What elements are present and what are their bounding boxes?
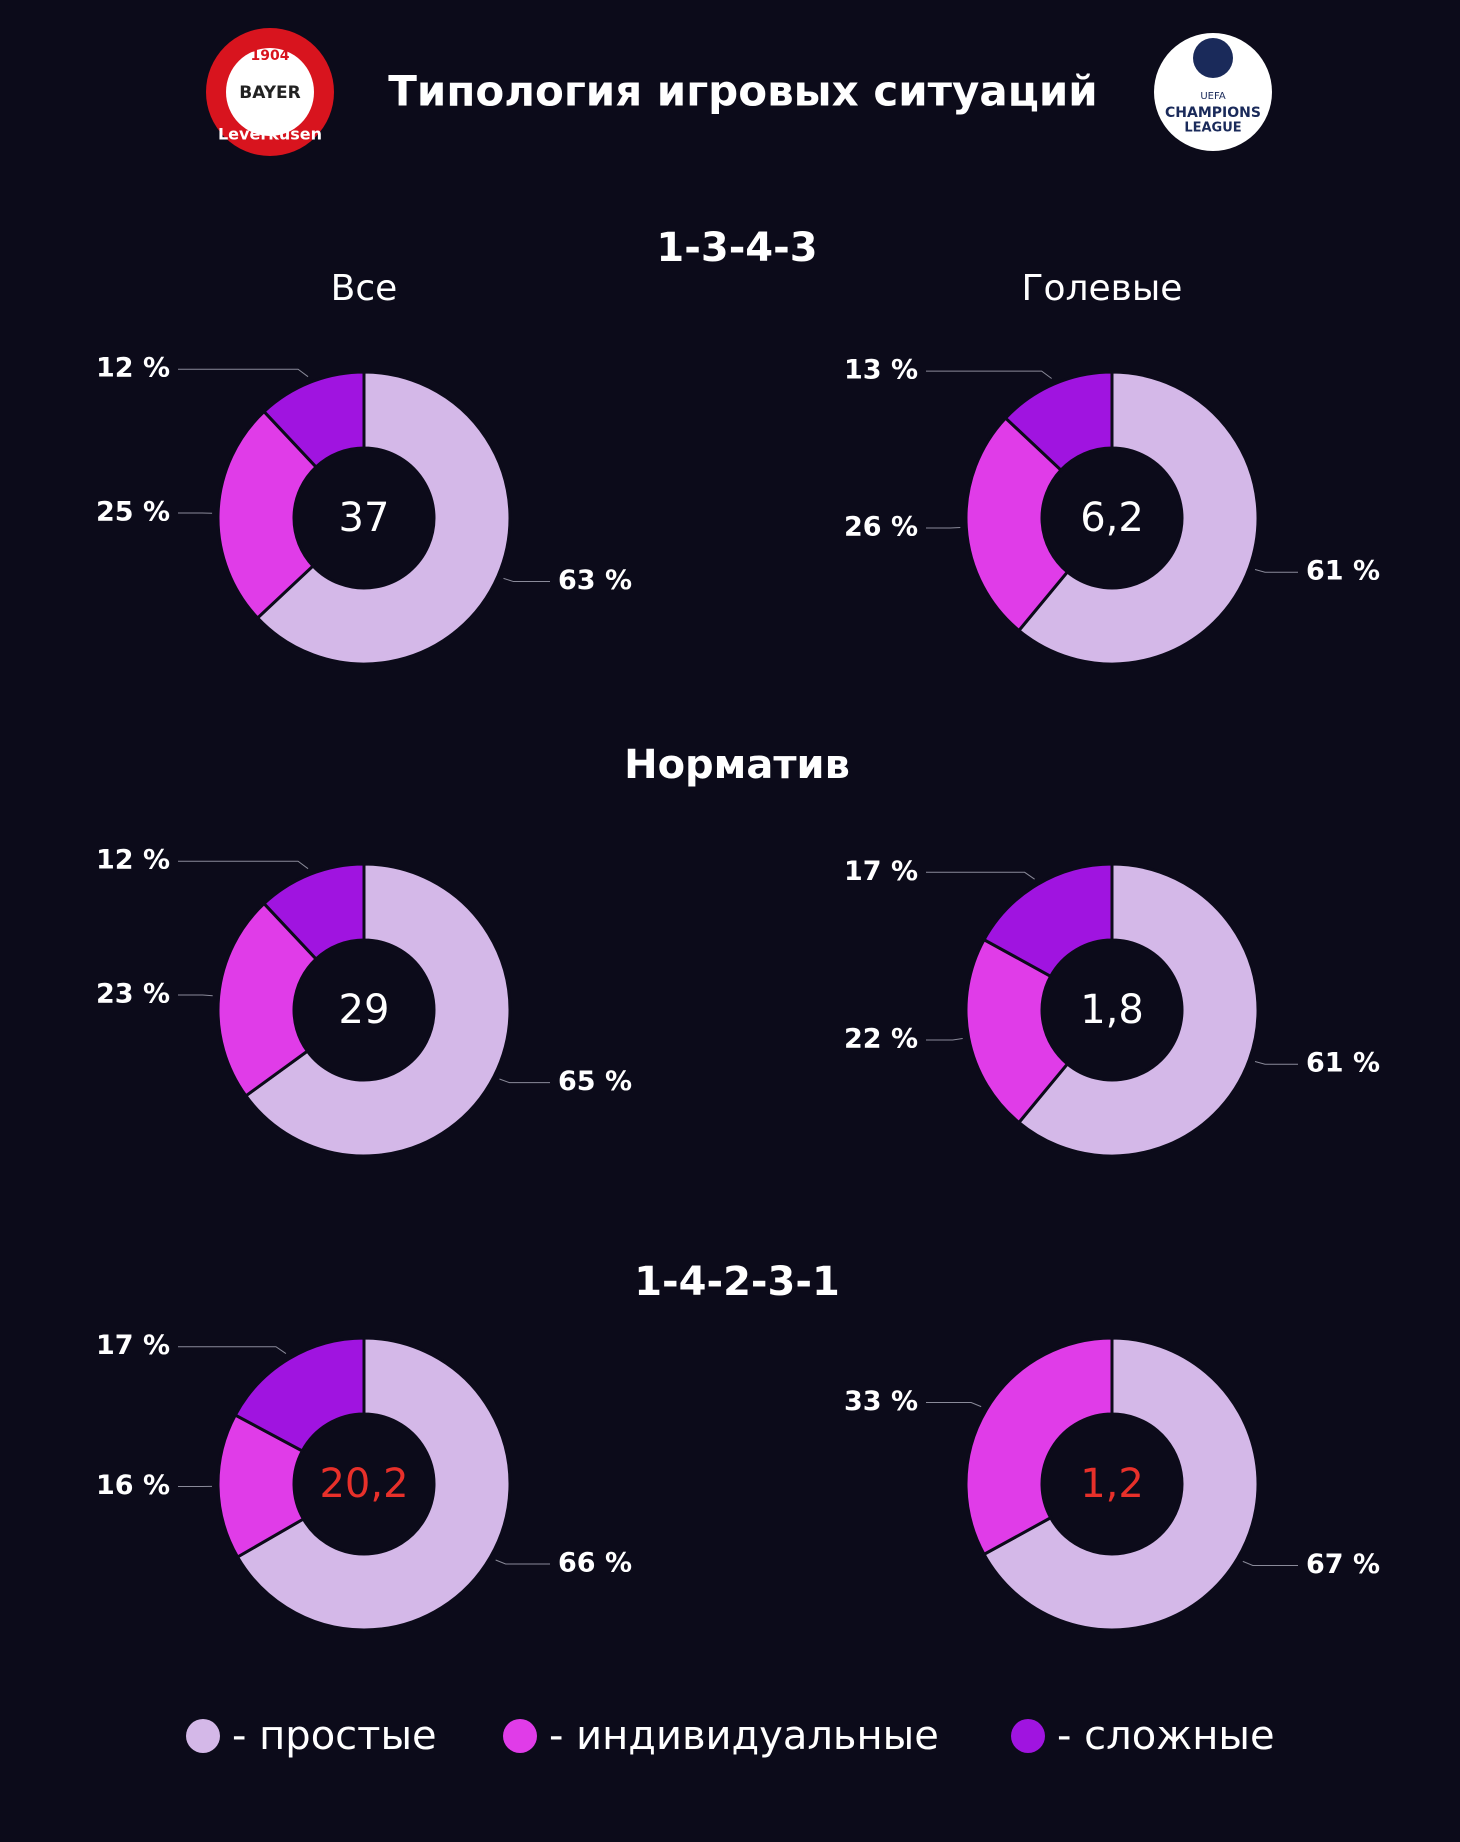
value-label: 61 % bbox=[1306, 1048, 1380, 1079]
donut-slice bbox=[261, 862, 366, 962]
value-label: 12 % bbox=[96, 353, 170, 384]
value-label: 33 % bbox=[844, 1386, 918, 1417]
leader-line bbox=[503, 577, 550, 583]
value-label: 23 % bbox=[96, 978, 170, 1009]
leader-line bbox=[178, 994, 213, 997]
legend-swatch bbox=[186, 1719, 220, 1753]
donut-slice bbox=[964, 1336, 1114, 1557]
leader-line bbox=[926, 370, 1052, 379]
value-label: 12 % bbox=[96, 845, 170, 876]
leader-line bbox=[926, 1037, 963, 1041]
leader-line bbox=[178, 860, 309, 870]
donut-slice bbox=[1003, 370, 1114, 473]
donut-slice bbox=[982, 862, 1114, 979]
logo-core bbox=[1154, 33, 1272, 151]
section-heading: 1-4-2-3-1 bbox=[634, 1259, 840, 1305]
center-label: 29 bbox=[339, 987, 390, 1033]
logo-core bbox=[226, 48, 314, 136]
donut-slice bbox=[1016, 370, 1260, 666]
leader-line bbox=[1254, 1061, 1298, 1065]
section-heading: Норматив bbox=[624, 742, 850, 788]
column-heading: Все bbox=[331, 268, 398, 309]
donut-slice bbox=[243, 862, 512, 1158]
logo-text: 1904 bbox=[251, 48, 290, 64]
center-label: 1,8 bbox=[1080, 987, 1144, 1033]
logo-text: LEAGUE bbox=[1184, 121, 1241, 136]
value-label: 65 % bbox=[558, 1066, 632, 1097]
center-label: 20,2 bbox=[319, 1461, 408, 1507]
leader-line bbox=[178, 368, 309, 378]
logo-text: UEFA bbox=[1200, 91, 1225, 102]
column-heading: Голевые bbox=[1022, 268, 1183, 309]
bayer-logo: 1904 BAYER Leverkusen bbox=[206, 28, 334, 156]
value-label: 17 % bbox=[844, 856, 918, 887]
logo-text: CHAMPIONS bbox=[1165, 105, 1261, 121]
legend-label: - сложные bbox=[1057, 1713, 1275, 1759]
logo-text: BAYER bbox=[239, 83, 301, 103]
value-label: 25 % bbox=[96, 496, 170, 527]
donut-slice bbox=[216, 409, 319, 621]
leader-line bbox=[926, 527, 961, 529]
donut-slice bbox=[964, 415, 1070, 633]
value-label: 26 % bbox=[844, 512, 918, 543]
leader-line bbox=[926, 1402, 982, 1408]
legend-swatch bbox=[1011, 1719, 1045, 1753]
title: Типология игровых ситуаций bbox=[388, 67, 1097, 116]
value-label: 61 % bbox=[1306, 556, 1380, 587]
value-label: 16 % bbox=[96, 1470, 170, 1501]
leader-line bbox=[178, 1346, 287, 1354]
donut-slice bbox=[261, 370, 366, 470]
leader-line bbox=[1242, 1560, 1298, 1566]
value-label: 66 % bbox=[558, 1548, 632, 1579]
logo-ball bbox=[1193, 38, 1233, 78]
leader-line bbox=[1254, 569, 1298, 573]
leader-line bbox=[926, 871, 1035, 880]
leader-line bbox=[495, 1559, 550, 1565]
donut-slice bbox=[982, 1336, 1260, 1632]
donut-slice bbox=[1016, 862, 1260, 1158]
value-label: 17 % bbox=[96, 1330, 170, 1361]
center-label: 37 bbox=[339, 495, 390, 541]
value-label: 13 % bbox=[844, 355, 918, 386]
value-label: 22 % bbox=[844, 1023, 918, 1054]
center-label: 6,2 bbox=[1080, 495, 1144, 541]
donut-slice bbox=[255, 370, 512, 666]
center-label: 1,2 bbox=[1080, 1461, 1144, 1507]
value-label: 67 % bbox=[1306, 1549, 1380, 1580]
donut-slice bbox=[235, 1336, 512, 1632]
legend-label: - индивидуальные bbox=[549, 1713, 939, 1759]
legend-swatch bbox=[503, 1719, 537, 1753]
ucl-logo: UEFA CHAMPIONS LEAGUE bbox=[1154, 33, 1272, 151]
donut-slice bbox=[216, 901, 319, 1098]
legend-label: - простые bbox=[232, 1713, 437, 1759]
value-label: 63 % bbox=[558, 565, 632, 596]
donut-slice bbox=[964, 937, 1070, 1125]
donut-slice bbox=[233, 1336, 366, 1453]
logo-text: Leverkusen bbox=[218, 125, 322, 144]
section-heading: 1-3-4-3 bbox=[656, 225, 817, 271]
leader-line bbox=[499, 1078, 550, 1084]
